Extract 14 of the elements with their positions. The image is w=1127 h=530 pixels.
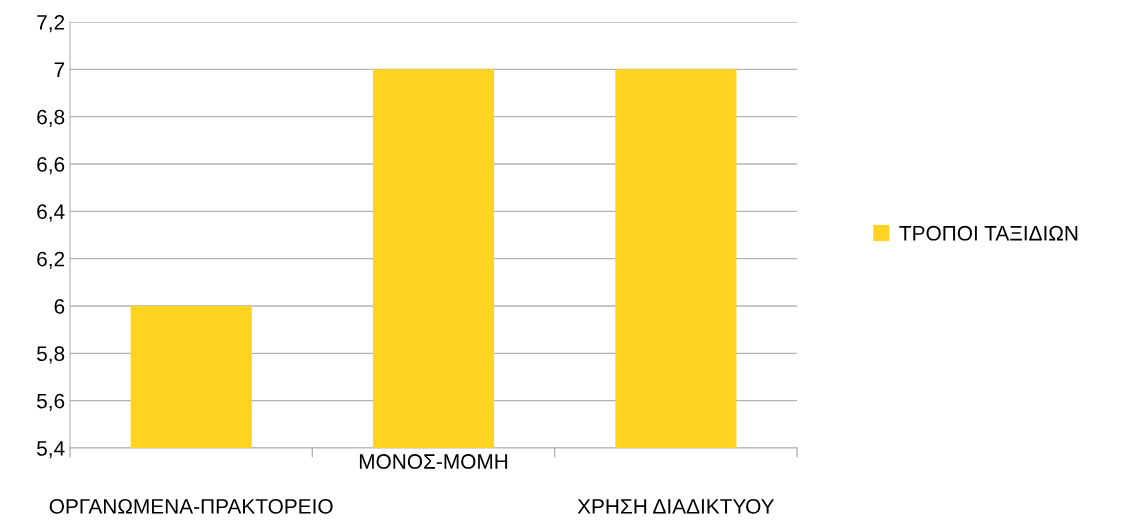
y-tick-label: 6,8 xyxy=(37,109,65,127)
y-tick-label: 5,6 xyxy=(37,393,65,411)
y-tick-label: 5,8 xyxy=(37,346,65,364)
x-tick-label: ΟΡΓΑΝΩΜΕΝΑ-ΠΡΑΚΤΟΡΕΙΟ xyxy=(49,498,333,514)
x-tick-label: ΜΟΝΟΣ-ΜΟΜΗ xyxy=(359,454,508,469)
y-tick-label: 5,4 xyxy=(37,441,65,459)
y-tick-label: 6,2 xyxy=(37,251,65,269)
y-tick-label: 6,6 xyxy=(37,157,65,175)
y-tick-label: 6,4 xyxy=(37,204,65,222)
y-tick-label: 7,2 xyxy=(37,15,65,33)
legend-label: ΤΡΟΠΟΙ ΤΑΞΙΔΙΩΝ xyxy=(899,225,1078,241)
y-tick-label: 7 xyxy=(54,62,65,77)
x-tick-label: ΧΡΗΣΗ ΔΙΑΔΙΚΤΥΟΥ xyxy=(577,498,775,514)
y-tick-label: 6 xyxy=(54,299,65,314)
